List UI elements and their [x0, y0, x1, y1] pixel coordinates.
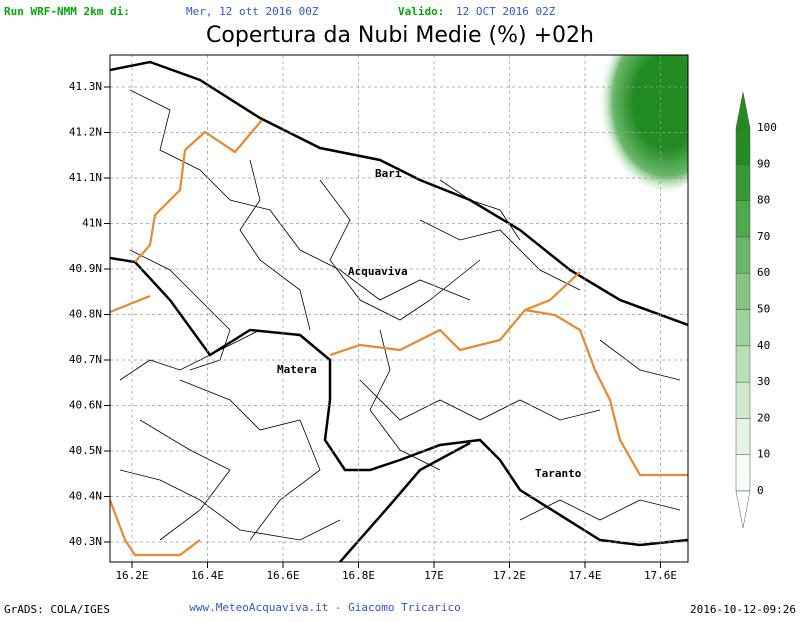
colorbar-box — [735, 454, 751, 492]
valid-date: 12 OCT 2016 02Z — [456, 5, 556, 18]
run-date: Mer, 12 ott 2016 00Z — [186, 5, 319, 18]
cloud-field — [593, 55, 688, 195]
colorbar-label: 90 — [757, 157, 770, 170]
lon-label: 16.4E — [191, 569, 224, 582]
lat-label: 41.2N — [69, 126, 102, 139]
colorbar-label: 10 — [757, 448, 770, 461]
colorbar-label: 60 — [757, 266, 770, 279]
colorbar-label: 30 — [757, 375, 770, 388]
colorbar-box — [735, 418, 751, 455]
colorbar-box — [735, 381, 751, 419]
lat-label: 41.3N — [69, 80, 102, 93]
lon-label: 16.2E — [115, 569, 148, 582]
colorbar-box — [735, 200, 751, 238]
lat-label: 40.8N — [69, 308, 102, 321]
colorbar-label: 0 — [757, 484, 764, 497]
colorbar-box — [735, 127, 751, 165]
lat-label: 40.9N — [69, 262, 102, 275]
place-label: Matera — [277, 363, 317, 376]
lat-label: 40.7N — [69, 353, 102, 366]
municipal-borders — [119, 89, 681, 541]
lon-label: 17.6E — [644, 569, 677, 582]
lon-label: 17.2E — [493, 569, 526, 582]
place-label: Bari — [375, 167, 402, 180]
footer-right: 2016-10-12-09:26 — [690, 603, 796, 616]
lat-label: 41N — [82, 217, 102, 230]
colorbar-label: 100 — [757, 121, 777, 134]
region-borders — [110, 119, 688, 557]
lat-label: 40.3N — [69, 535, 102, 548]
lat-label: 40.6N — [69, 399, 102, 412]
colorbar-bottom-arrow — [735, 490, 751, 529]
lat-label: 41.1N — [69, 171, 102, 184]
map-frame — [109, 54, 689, 563]
footer-center: www.MeteoAcquaviva.it - Giacomo Tricaric… — [189, 601, 461, 614]
colorbar-box — [735, 164, 751, 201]
colorbar-label: 40 — [757, 339, 770, 352]
colorbar-box — [735, 236, 751, 274]
colorbar-label: 70 — [757, 230, 770, 243]
title: Copertura da Nubi Medie (%) +02h — [206, 23, 594, 48]
lon-label: 16.6E — [266, 569, 299, 582]
footer-left: GrADS: COLA/IGES — [4, 603, 110, 616]
lon-label: 17.4E — [568, 569, 601, 582]
lon-label: 17E — [424, 569, 444, 582]
map — [110, 55, 688, 562]
colorbar-label: 20 — [757, 411, 770, 424]
colorbar-label: 50 — [757, 303, 770, 316]
colorbar-box — [735, 272, 751, 310]
lat-label: 40.4N — [69, 490, 102, 503]
lat-label: 40.5N — [69, 444, 102, 457]
valid-label: Valido: — [398, 5, 444, 18]
colorbar-label: 80 — [757, 194, 770, 207]
colorbar-box — [735, 309, 751, 347]
lon-label: 16.8E — [342, 569, 375, 582]
colorbar-top-arrow — [735, 91, 751, 129]
colorbar-box — [735, 345, 751, 383]
place-label: Acquaviva — [348, 265, 408, 278]
place-label: Taranto — [535, 467, 582, 480]
colorbar: 0 10 20 30 40 50 60 70 80 90 100 — [735, 91, 777, 529]
run-label: Run WRF-NMM 2km di: — [4, 5, 130, 18]
